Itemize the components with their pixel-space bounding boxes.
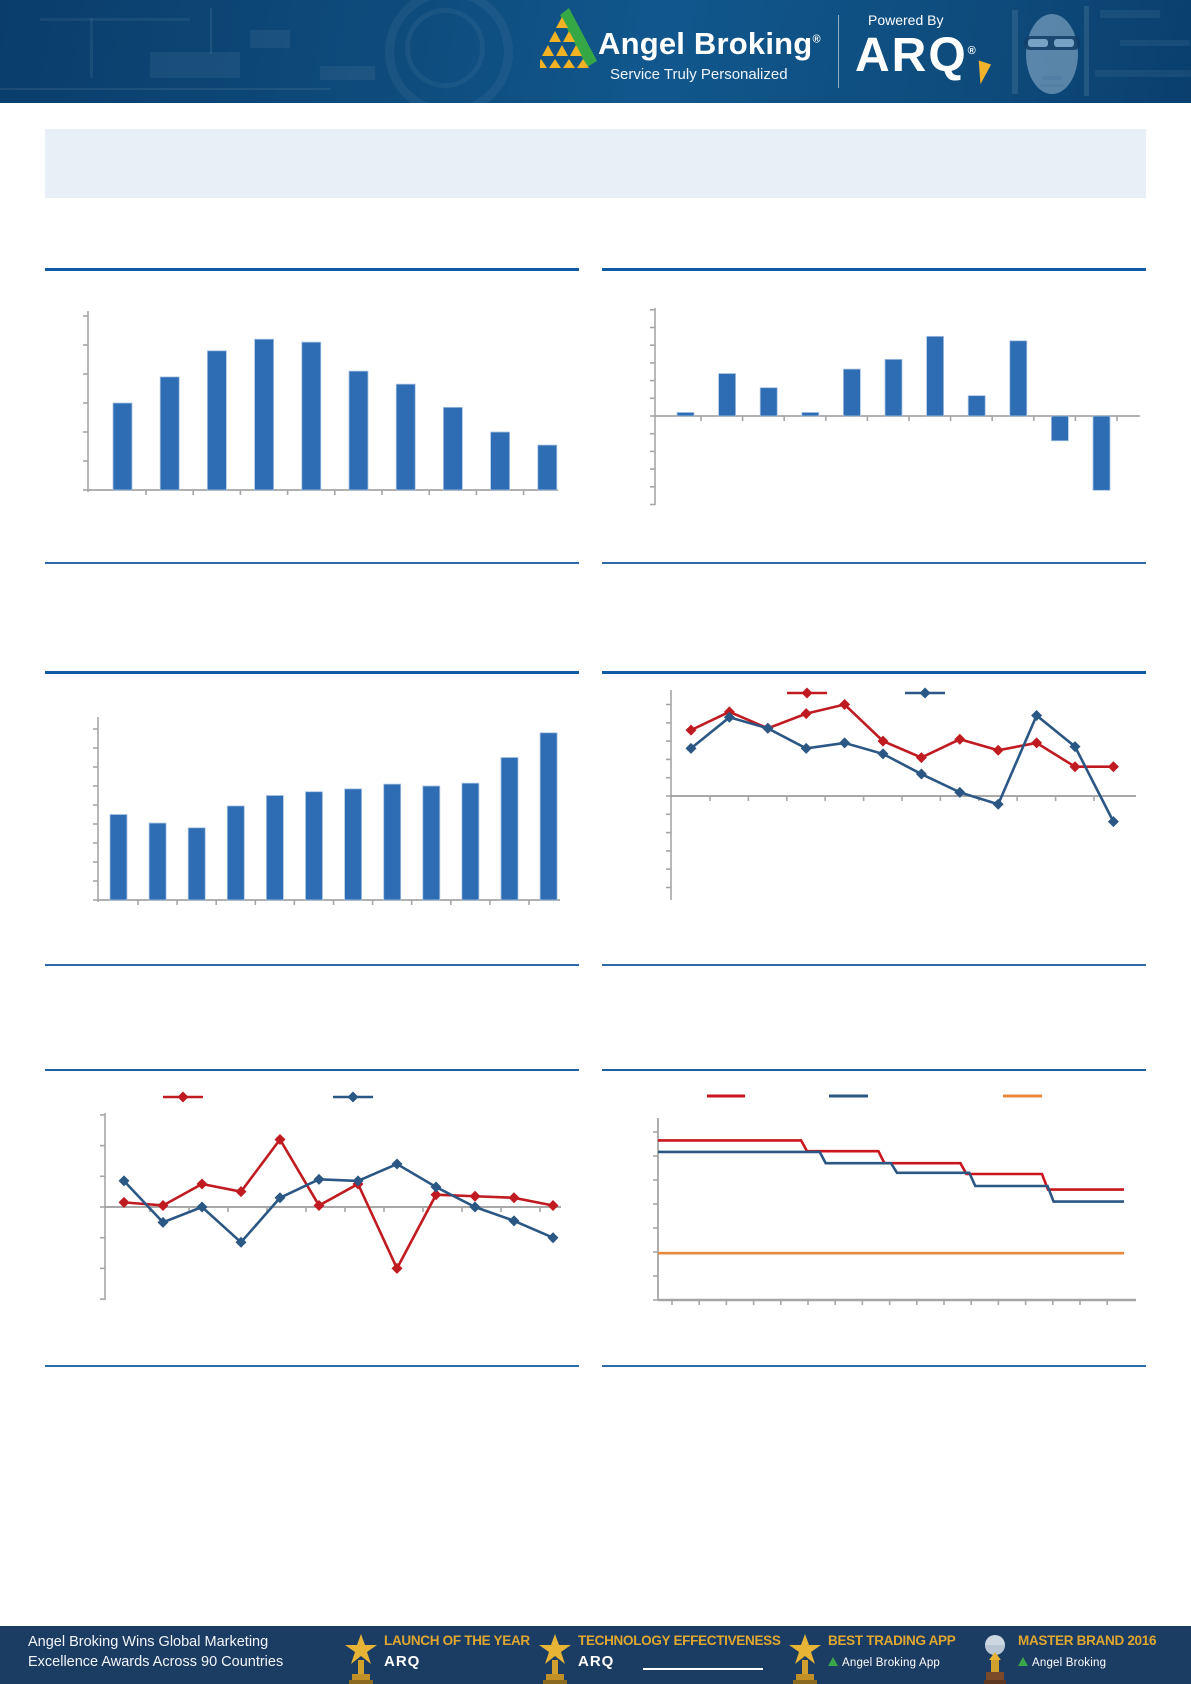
header-decor-ring: [385, 0, 513, 103]
robot-face-art: [1012, 6, 1089, 96]
divider: [45, 964, 579, 966]
angel-broking-pyramid-icon: [535, 8, 597, 68]
divider: [45, 1069, 579, 1071]
brand-name: Angel Broking®: [598, 26, 821, 61]
divider: [45, 1365, 579, 1367]
trophy-icon: [539, 1634, 571, 1684]
arq-logo: ARQ®: [855, 29, 978, 82]
header-decor: [0, 88, 330, 90]
bar-chart-mid-left: [93, 717, 560, 905]
award-master-brand-2016: MASTER BRAND 2016 Angel Broking: [978, 1626, 1178, 1684]
divider: [45, 671, 579, 674]
header-separator: [838, 15, 839, 88]
award-title: MASTER BRAND 2016: [1018, 1633, 1157, 1648]
award-arq-logo: ARQ: [578, 1653, 615, 1670]
divider: [45, 268, 579, 271]
award-technology-effectiveness: TECHNOLOGY EFFECTIVENESS ARQ: [538, 1626, 788, 1684]
award-launch-of-the-year: LAUNCH OF THE YEAR ARQ: [344, 1626, 540, 1684]
award-title: BEST TRADING APP: [828, 1633, 956, 1648]
divider: [602, 964, 1146, 966]
angel-broking-logo: Angel Broking® Service Truly Personalize…: [535, 8, 821, 98]
bar-chart-top-left: [83, 311, 558, 495]
header-decor: [1100, 10, 1160, 18]
registered-mark: ®: [967, 45, 978, 57]
divider: [602, 562, 1146, 564]
footer-headline-line1: Angel Broking Wins Global Marketing: [28, 1634, 269, 1650]
line-chart-bottom-left: [100, 1091, 561, 1300]
line-chart-mid-right: [666, 687, 1136, 900]
brand-tagline: Service Truly Personalized: [610, 66, 788, 83]
header-decor: [250, 30, 290, 48]
powered-by-label: Powered By: [868, 12, 944, 28]
divider: [602, 1069, 1146, 1071]
header-decor: [150, 52, 240, 78]
trophy-icon: [345, 1634, 377, 1684]
award-title: LAUNCH OF THE YEAR: [384, 1633, 530, 1648]
page-header: Angel Broking® Service Truly Personalize…: [0, 0, 1191, 103]
header-decor-ring: [405, 8, 485, 88]
award-brand-logo: Angel Broking: [1018, 1657, 1106, 1669]
header-decor: [320, 66, 375, 80]
header-decor: [210, 8, 212, 54]
bar-chart-top-right: [650, 308, 1140, 506]
header-decor: [40, 18, 190, 21]
footer-headline-line2: Excellence Awards Across 90 Countries: [28, 1654, 284, 1670]
header-decor: [1095, 70, 1191, 77]
award-arq-logo: ARQ: [384, 1653, 421, 1670]
awards-footer: Angel Broking Wins Global Marketing Exce…: [0, 1626, 1191, 1684]
header-decor: [90, 18, 93, 78]
divider: [602, 1365, 1146, 1367]
title-banner: [45, 129, 1146, 198]
angel-mini-pyramid-icon: [1018, 1657, 1028, 1666]
divider: [602, 268, 1146, 271]
award-title: TECHNOLOGY EFFECTIVENESS: [578, 1633, 781, 1648]
header-decor: [1120, 40, 1190, 46]
footer-headline: Angel Broking Wins Global Marketing Exce…: [28, 1632, 283, 1672]
award-underline: [643, 1668, 763, 1670]
globe-trophy-icon: [984, 1635, 1006, 1684]
award-best-trading-app: BEST TRADING APP Angel Broking App: [788, 1626, 978, 1684]
registered-mark: ®: [812, 33, 821, 46]
divider: [45, 562, 579, 564]
step-chart-bottom-right: [653, 1094, 1136, 1305]
divider: [602, 671, 1146, 674]
angel-mini-pyramid-icon: [828, 1657, 838, 1666]
award-app-logo: Angel Broking App: [828, 1657, 940, 1669]
trophy-icon: [789, 1634, 821, 1684]
